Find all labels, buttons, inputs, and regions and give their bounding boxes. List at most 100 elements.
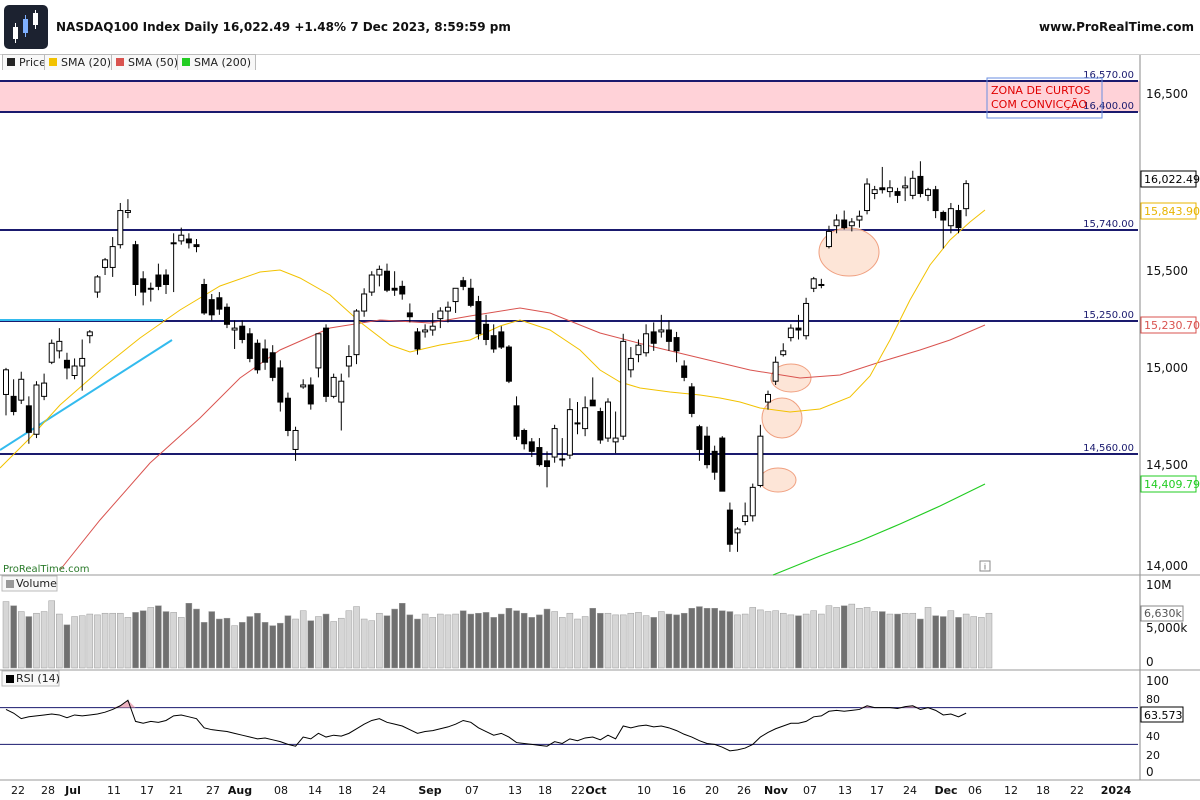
info-icon[interactable] (979, 560, 991, 572)
candle-body-68 (521, 429, 528, 445)
volume-bar-23 (178, 617, 185, 669)
candle-body-16 (124, 210, 131, 213)
volume-bar-107 (818, 613, 825, 669)
volume-bar-74 (566, 612, 574, 669)
volume-bar-84 (642, 615, 650, 669)
volume-bar-17 (132, 612, 139, 669)
candle-body-101 (772, 361, 779, 382)
x-axis: 22 28 Jul 11 17 21 27 Aug 08 14 18 24 Sep 07 13 18 22 Oct… (11, 784, 1132, 797)
volume-bar-19 (147, 607, 155, 669)
candle-body-90 (688, 386, 695, 414)
volume-bar-83 (635, 612, 642, 669)
candle-body-88 (673, 337, 680, 352)
volume-swatch-icon (6, 580, 14, 588)
candle-body-39 (300, 384, 307, 388)
candle-body-24 (185, 238, 192, 244)
candle-body-125 (955, 210, 962, 229)
price-tick-15000: 15,000 (1146, 361, 1188, 375)
candle-body-85 (650, 331, 657, 344)
volume-bar-29 (223, 617, 231, 669)
volume-bar-97 (741, 613, 749, 669)
level-label-15740: 15,740.00 (1083, 219, 1134, 230)
candle-body-7 (56, 340, 63, 352)
volume-bar-69 (528, 617, 536, 669)
volume-bar-25 (193, 608, 200, 669)
candle-body-120 (917, 175, 924, 194)
candle-body-126 (963, 183, 970, 210)
volume-bar-32 (246, 616, 254, 669)
x-tick-label: 18 (1036, 784, 1050, 797)
volume-badge: 6,630k (1144, 607, 1182, 620)
candle-body-123 (940, 211, 947, 221)
candle-body-103 (787, 327, 794, 339)
candle-body-113 (864, 183, 871, 212)
candle-body-114 (871, 189, 878, 194)
volume-bar-43 (330, 621, 337, 669)
volume-bar-63 (482, 612, 490, 669)
candle-body-100 (765, 393, 771, 403)
candle-body-19 (147, 287, 154, 290)
volume-bar-15 (117, 612, 124, 669)
candle-body-93 (711, 450, 718, 473)
volume-bar-57 (437, 613, 444, 669)
volume-bar-99 (757, 609, 764, 669)
volume-bar-126 (962, 613, 970, 669)
volume-bar-81 (619, 614, 627, 669)
sma20-swatch-icon (49, 58, 57, 66)
volume-bar-52 (398, 603, 406, 669)
volume-bar-125 (955, 617, 962, 669)
zone-label-box[interactable] (986, 77, 1103, 119)
price-panel[interactable] (0, 70, 1140, 575)
rsi-label-box[interactable] (1, 670, 60, 687)
volume-bar-73 (559, 617, 566, 669)
gap-circle-2 (770, 363, 812, 393)
volume-bar-92 (703, 607, 711, 669)
badge-sma50: 15,230.70 (1144, 319, 1200, 332)
candle-body-3 (25, 405, 32, 433)
candle-body-9 (71, 365, 78, 377)
x-tick-label: 07 (465, 784, 479, 797)
candle-body-58 (444, 306, 451, 312)
price-axis: 16,500 15,000 14,500 14,000 15,500 (1146, 87, 1188, 573)
level-label-15250: 15,250.00 (1083, 310, 1134, 321)
volume-bar-9 (71, 616, 78, 669)
volume-bar-113 (863, 607, 871, 669)
candle-body-26 (201, 283, 208, 314)
volume-bar-91 (696, 606, 703, 669)
volume-bar-79 (604, 612, 612, 669)
candle-body-67 (513, 405, 520, 437)
candle-body-60 (460, 280, 467, 287)
rsi-tick-80: 80 (1146, 693, 1160, 706)
volume-bar-110 (840, 605, 848, 669)
x-tick-label: 24 (372, 784, 386, 797)
volume-bar-80 (612, 614, 619, 669)
volume-bar-117 (894, 613, 901, 669)
volume-bar-102 (779, 612, 787, 669)
legend-sma200[interactable]: SMA (200) (177, 54, 257, 71)
volume-bar-8 (63, 624, 71, 669)
watermark: ProRealTime.com (3, 564, 89, 575)
volume-bar-53 (406, 614, 414, 669)
candle-body-122 (932, 189, 939, 212)
volume-bar-54 (414, 618, 421, 669)
volume-bar-38 (292, 618, 299, 669)
candle-body-51 (391, 287, 398, 291)
volume-bar-13 (101, 612, 109, 669)
rsi-tick-40: 40 (1146, 730, 1160, 743)
volume-bar-61 (467, 613, 475, 669)
volume-label-box[interactable] (1, 575, 58, 592)
gap-circle-4 (759, 467, 797, 493)
volume-bar-16 (124, 617, 132, 669)
volume-label: Volume (16, 577, 57, 590)
candle-body-92 (704, 435, 711, 466)
sma50-line (59, 307, 986, 571)
volume-bar-45 (345, 610, 353, 669)
volume-bar-124 (947, 610, 955, 669)
volume-bar-30 (231, 625, 238, 669)
volume-bar-4 (33, 612, 40, 669)
x-tick-label: 18 (538, 784, 552, 797)
candle-body-74 (566, 409, 573, 456)
rsi-tick-100: 100 (1146, 674, 1169, 688)
candle-body-35 (269, 352, 276, 378)
